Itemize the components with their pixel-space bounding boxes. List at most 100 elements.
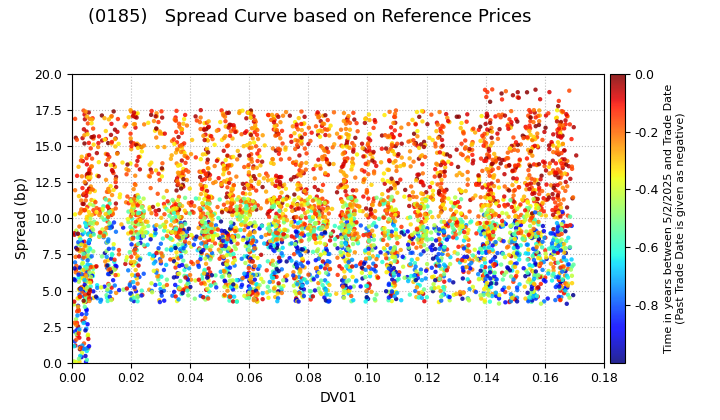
Point [456, 212, 468, 218]
Point [435, 257, 446, 264]
Point [348, 194, 360, 201]
Point [274, 184, 285, 191]
Point [442, 223, 454, 230]
Point [94, 229, 106, 236]
Point [287, 272, 299, 279]
Point [78, 297, 89, 304]
Point [359, 116, 371, 122]
Point [312, 111, 324, 118]
Point [499, 254, 510, 260]
Point [274, 147, 285, 154]
Point [289, 218, 300, 225]
Point [310, 265, 322, 272]
Point [531, 228, 542, 234]
Point [544, 89, 555, 95]
Point [90, 199, 102, 205]
Point [460, 144, 472, 151]
Point [159, 130, 171, 137]
Point [376, 196, 387, 203]
Point [303, 236, 315, 243]
Point [482, 231, 494, 238]
Point [273, 288, 284, 295]
Point [273, 282, 284, 289]
Point [276, 140, 288, 147]
Point [224, 293, 235, 300]
Point [237, 196, 248, 203]
Point [264, 213, 275, 220]
Point [527, 252, 539, 259]
Point [445, 206, 456, 213]
Point [81, 188, 93, 194]
Point [98, 203, 109, 210]
Point [323, 126, 335, 132]
Point [104, 266, 116, 273]
Point [166, 229, 178, 236]
Point [109, 163, 121, 170]
Point [277, 228, 289, 235]
Point [361, 186, 373, 193]
Point [531, 248, 543, 255]
Point [428, 273, 439, 280]
Point [508, 208, 520, 215]
Point [129, 181, 140, 187]
Point [527, 213, 539, 219]
Point [77, 200, 89, 207]
Point [291, 259, 302, 266]
Point [470, 289, 482, 295]
Point [276, 173, 287, 180]
Point [223, 293, 235, 300]
Point [235, 202, 246, 209]
Point [343, 248, 354, 255]
Point [110, 135, 122, 142]
Point [302, 200, 313, 207]
Point [552, 170, 563, 176]
Point [456, 256, 468, 262]
Point [530, 260, 541, 267]
Point [179, 150, 190, 156]
Point [236, 221, 248, 228]
Point [84, 236, 96, 243]
Point [158, 221, 169, 228]
Point [553, 97, 564, 104]
Point [555, 118, 567, 125]
Point [486, 134, 498, 141]
Point [102, 212, 114, 218]
Point [559, 117, 571, 124]
Point [519, 237, 531, 244]
Point [310, 123, 322, 130]
Point [157, 253, 168, 260]
Point [513, 226, 525, 232]
Point [250, 271, 261, 278]
Point [287, 200, 299, 207]
Point [553, 231, 564, 238]
Point [78, 111, 90, 118]
Point [508, 263, 519, 270]
Point [543, 268, 554, 274]
Point [81, 273, 92, 279]
Point [510, 163, 522, 170]
Point [387, 215, 399, 221]
Point [462, 176, 474, 183]
Point [539, 159, 551, 166]
Point [419, 142, 431, 148]
Point [253, 265, 264, 272]
Point [75, 286, 86, 293]
Point [256, 252, 267, 258]
Point [525, 234, 536, 240]
Point [297, 263, 308, 270]
Point [410, 294, 422, 300]
Point [346, 196, 358, 202]
Point [296, 202, 307, 209]
Point [72, 332, 84, 339]
Point [343, 144, 355, 151]
Point [554, 278, 566, 285]
Point [225, 293, 236, 299]
Point [535, 281, 546, 287]
Point [361, 212, 372, 219]
Point [518, 135, 529, 142]
Point [398, 162, 410, 168]
Point [364, 231, 376, 237]
Point [166, 217, 178, 224]
Point [276, 203, 287, 210]
Point [69, 265, 81, 272]
